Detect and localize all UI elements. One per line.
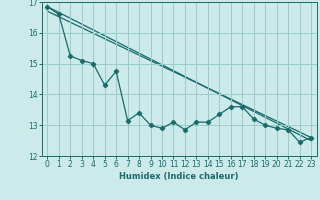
X-axis label: Humidex (Indice chaleur): Humidex (Indice chaleur) (119, 172, 239, 181)
